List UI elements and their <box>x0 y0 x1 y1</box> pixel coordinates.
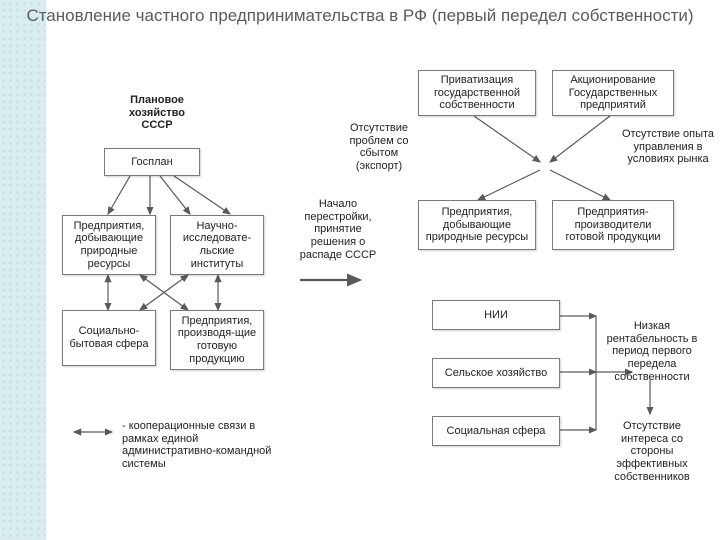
box-r_priv: Приватизация государственной собственнос… <box>418 70 536 116</box>
box-l_soc: Социально-бытовая сфера <box>62 310 156 366</box>
label-legend: - кооперационные связи в рамках единой а… <box>122 420 292 471</box>
box-r_ext: Предприятия, добывающие природные ресурс… <box>418 200 536 250</box>
box-r_akc: Акционирование Государственных предприят… <box>552 70 674 116</box>
box-gosplan: Госплан <box>104 148 200 176</box>
label-plan: Плановое хозяйство СССР <box>102 94 212 132</box>
box-l_prod: Предприятия, производя-щие готовую проду… <box>170 310 264 370</box>
label-mid: Начало перестройки, принятие решения о р… <box>292 198 384 261</box>
box-r_nii: НИИ <box>432 300 560 330</box>
label-t_exp: Отсутствие опыта управления в условиях р… <box>616 128 720 166</box>
label-t_export: Отсутствие проблем со сбытом (экспорт) <box>340 122 418 173</box>
box-r_socs: Социальная сфера <box>432 416 560 446</box>
box-r_prod: Предприятия-производители готовой продук… <box>552 200 674 250</box>
label-t_noint: Отсутствие интереса со стороны эффективн… <box>600 420 704 483</box>
box-r_agr: Сельское хозяйство <box>432 358 560 388</box>
box-l_ext: Предприятия, добывающие природные ресурс… <box>62 215 156 275</box>
label-t_low: Низкая рентабельность в период первого п… <box>600 320 704 383</box>
box-l_nii: Научно-исследовате-льские институты <box>170 215 264 275</box>
